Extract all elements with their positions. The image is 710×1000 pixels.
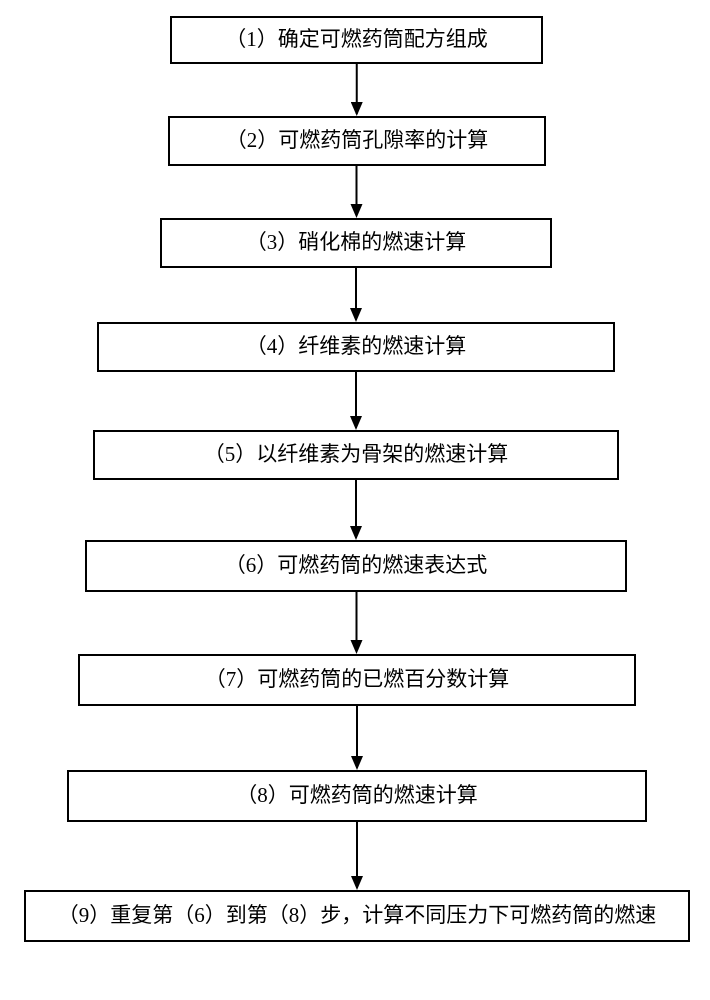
flowchart-node-1: （1）确定可燃药筒配方组成 <box>170 16 543 64</box>
flowchart-node-label: （3）硝化棉的燃速计算 <box>246 230 467 255</box>
flowchart-node-label: （8）可燃药筒的燃速计算 <box>236 783 478 808</box>
flowchart-node-label: （9）重复第（6）到第（8）步，计算不同压力下可燃药筒的燃速 <box>58 903 657 928</box>
flowchart-node-5: （5）以纤维素为骨架的燃速计算 <box>93 430 619 480</box>
flowchart-node-6: （6）可燃药筒的燃速表达式 <box>85 540 627 592</box>
flowchart-node-label: （5）以纤维素为骨架的燃速计算 <box>204 442 509 467</box>
flowchart-node-label: （2）可燃药筒孔隙率的计算 <box>226 128 489 153</box>
flowchart-node-2: （2）可燃药筒孔隙率的计算 <box>168 116 546 166</box>
flowchart-node-9: （9）重复第（6）到第（8）步，计算不同压力下可燃药筒的燃速 <box>24 890 690 942</box>
flowchart-node-4: （4）纤维素的燃速计算 <box>97 322 615 372</box>
flowchart-node-8: （8）可燃药筒的燃速计算 <box>67 770 647 822</box>
flowchart-canvas: （1）确定可燃药筒配方组成 （2）可燃药筒孔隙率的计算 （3）硝化棉的燃速计算 （4）… <box>0 0 710 1000</box>
flowchart-node-label: （1）确定可燃药筒配方组成 <box>225 27 488 52</box>
flowchart-node-label: （4）纤维素的燃速计算 <box>246 334 467 359</box>
flowchart-node-7: （7）可燃药筒的已燃百分数计算 <box>78 654 636 706</box>
flowchart-node-3: （3）硝化棉的燃速计算 <box>160 218 552 268</box>
flowchart-node-label: （7）可燃药筒的已燃百分数计算 <box>205 667 510 692</box>
flowchart-node-label: （6）可燃药筒的燃速表达式 <box>225 553 488 578</box>
